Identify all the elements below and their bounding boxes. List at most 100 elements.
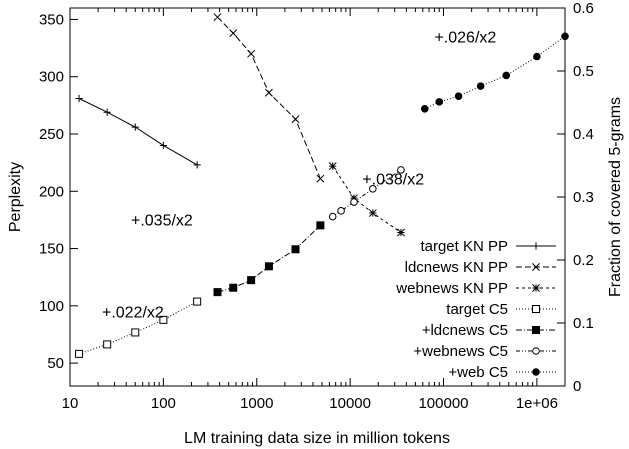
y-left-tick-label: 100 (39, 298, 64, 315)
x-tick-label: 10 (62, 395, 79, 412)
x-tick-label: 1e+06 (516, 395, 558, 412)
legend-item: ldcnews KN PP (405, 259, 556, 276)
x-tick-label: 100 (151, 395, 176, 412)
series-4 (75, 297, 202, 358)
data-point (435, 98, 444, 106)
legend-marker (532, 242, 540, 250)
data-point (533, 52, 541, 61)
data-point (502, 71, 511, 80)
y-right-tick-label: 0.6 (573, 0, 594, 17)
y-left-tick-label: 300 (39, 69, 64, 86)
data-point (75, 94, 83, 103)
data-point (247, 49, 256, 58)
data-point (561, 32, 569, 41)
series-2 (213, 13, 325, 183)
data-point (103, 340, 112, 349)
x-tick-label: 10000 (329, 395, 371, 412)
data-point (420, 105, 429, 113)
data-point (350, 198, 358, 206)
annotation: +.022/x2 (102, 304, 164, 321)
annotation: +.035/x2 (131, 213, 193, 230)
y-left-tick-label: 150 (39, 241, 64, 258)
legend-marker (532, 263, 540, 271)
legend-label: target C5 (446, 301, 508, 318)
y-left-tick-label: 200 (39, 183, 64, 200)
data-point (229, 29, 238, 38)
legend-marker (532, 326, 540, 334)
y-left-tick-label: 250 (39, 126, 64, 143)
x-axis-label: LM training data size in million tokens (184, 430, 450, 447)
y-right-tick-label: 0.3 (573, 189, 594, 206)
data-point (328, 212, 337, 221)
data-point (131, 328, 140, 337)
data-point (454, 92, 463, 100)
ticks: 10 100 1000 10000 100000 1e+06 50 100 150 200 250 3… (39, 0, 594, 412)
series-5 (213, 221, 325, 297)
series-line (217, 224, 321, 293)
data-point (316, 174, 325, 183)
annotations: +.026/x2 +.038/x2 +.035/x2 +.022/x2 (102, 29, 496, 321)
series-group (75, 13, 569, 358)
data-point (368, 209, 377, 217)
data-point (476, 82, 485, 90)
x-tick-label: 100000 (418, 395, 468, 412)
data-point (316, 221, 325, 230)
data-point (159, 315, 168, 324)
data-point (213, 13, 222, 22)
legend-label: +ldcnews C5 (422, 322, 508, 339)
series-1 (75, 94, 201, 169)
legend-marker (532, 347, 540, 355)
legend-label: +web C5 (448, 364, 508, 381)
data-point (247, 276, 256, 285)
series-7 (420, 32, 569, 113)
y-right-tick-label: 0.4 (573, 126, 594, 143)
data-point (229, 283, 238, 292)
data-point (328, 162, 337, 171)
data-point (75, 349, 84, 358)
annotation: +.026/x2 (434, 29, 496, 46)
series-3 (328, 162, 405, 237)
data-point (131, 123, 139, 131)
data-point (291, 245, 300, 254)
y-right-tick-label: 0.1 (573, 315, 594, 332)
y-right-tick-label: 0.5 (573, 63, 594, 80)
series-line (78, 98, 198, 166)
data-point (213, 288, 222, 297)
annotation: +.038/x2 (362, 171, 424, 188)
series-line (424, 35, 566, 110)
series-6 (328, 166, 405, 221)
y-axis-label-right: Fraction of covered 5-grams (607, 97, 624, 297)
data-point (264, 88, 273, 97)
legend-item: +web C5 (448, 364, 556, 381)
legend-marker (532, 305, 540, 313)
legend-item: target KN PP (420, 238, 556, 255)
legend-label: webnews KN PP (395, 280, 508, 297)
data-point (291, 115, 300, 124)
legend: target KN PP ldcnews KN PP webnews KN PP ta… (395, 238, 556, 381)
data-point (396, 228, 405, 237)
legend-label: +webnews C5 (413, 343, 508, 360)
y-right-tick-label: 0 (573, 378, 581, 395)
legend-item: target C5 (446, 301, 556, 318)
data-point (193, 161, 201, 169)
series-line (217, 16, 321, 179)
legend-marker (532, 368, 540, 376)
legend-item: +ldcnews C5 (422, 322, 556, 339)
y-left-tick-label: 50 (47, 355, 64, 372)
legend-item: webnews KN PP (395, 280, 556, 297)
legend-item: +webnews C5 (413, 343, 556, 360)
y-axis-label-left: Perplexity (7, 162, 24, 232)
data-point (193, 297, 202, 306)
y-right-tick-label: 0.2 (573, 252, 594, 269)
series-line (332, 165, 402, 233)
legend-marker (532, 284, 540, 292)
data-point (159, 141, 167, 150)
data-point (337, 207, 345, 215)
data-point (397, 166, 405, 174)
legend-label: ldcnews KN PP (405, 259, 508, 276)
data-point (350, 194, 358, 203)
data-point (103, 108, 111, 116)
data-point (369, 185, 377, 193)
legend-label: target KN PP (420, 238, 508, 255)
